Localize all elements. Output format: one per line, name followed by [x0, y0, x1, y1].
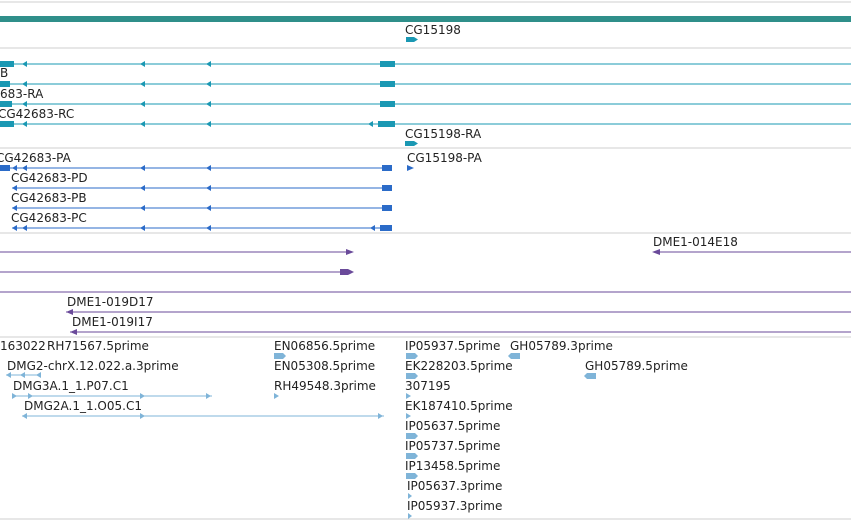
est-label[interactable]: EK187410.5prime [405, 399, 513, 413]
est-label[interactable]: 163022 [0, 339, 46, 353]
gene-glyph-cg15198[interactable] [406, 37, 418, 42]
transcript-rows-teal[interactable] [0, 61, 851, 146]
scaffold-bar [0, 16, 851, 22]
protein-label[interactable]: CG42683-PB [11, 191, 87, 205]
gene-label[interactable]: CG15198 [405, 23, 461, 37]
est-label[interactable]: IP05737.5prime [405, 439, 501, 453]
est-label[interactable]: 307195 [405, 379, 451, 393]
est-label[interactable]: DMG3A.1_1.P07.C1 [13, 379, 129, 393]
clone-label[interactable]: DME1-019D17 [67, 295, 154, 309]
est-label[interactable]: DMG2-chrX.12.022.a.3prime [7, 359, 179, 373]
est-label[interactable]: IP05637.5prime [405, 419, 501, 433]
est-label[interactable]: IP05637.3prime [407, 479, 503, 493]
est-rows[interactable] [6, 353, 596, 519]
transcript-label[interactable]: CG15198-RA [405, 127, 482, 141]
est-label[interactable]: EN05308.5prime [274, 359, 376, 373]
clone-label[interactable]: DME1-014E18 [653, 235, 738, 249]
transcript-label[interactable]: CG42683-RC [0, 107, 75, 121]
est-label[interactable]: EN06856.5prime [274, 339, 376, 353]
clone-rows[interactable] [0, 249, 851, 335]
clone-label[interactable]: DME1-019I17 [72, 315, 153, 329]
protein-label[interactable]: CG42683-PC [11, 211, 87, 225]
transcript-rows-blue[interactable] [0, 165, 414, 231]
est-label[interactable]: GH05789.3prime [510, 339, 613, 353]
protein-label[interactable]: CG42683-PA [0, 151, 71, 165]
est-label[interactable]: RH49548.3prime [274, 379, 376, 393]
est-label[interactable]: IP05937.3prime [407, 499, 503, 513]
protein-label[interactable]: CG42683-PD [11, 171, 88, 185]
protein-label[interactable]: CG15198-PA [407, 151, 482, 165]
est-label[interactable]: EK228203.5prime [405, 359, 513, 373]
transcript-label[interactable]: 683-RA [0, 87, 44, 101]
est-label[interactable]: GH05789.5prime [585, 359, 688, 373]
est-label[interactable]: IP13458.5prime [405, 459, 501, 473]
est-label[interactable]: IP05937.5prime [405, 339, 501, 353]
est-label[interactable]: RH71567.5prime [47, 339, 149, 353]
transcript-label[interactable]: B [0, 66, 9, 80]
est-label[interactable]: DMG2A.1_1.O05.C1 [24, 399, 142, 413]
